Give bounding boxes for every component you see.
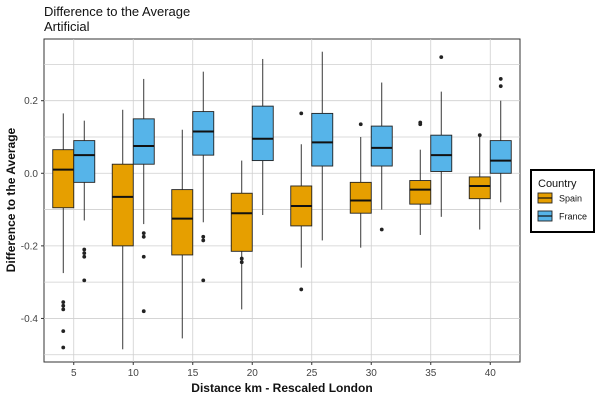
box-body <box>489 140 512 174</box>
outlier-point <box>439 55 444 60</box>
box-france-15 <box>192 71 215 283</box>
box-body <box>192 111 215 156</box>
legend-label-france: France <box>559 212 587 222</box>
outlier-point <box>61 300 66 305</box>
x-axis-title: Distance km - Rescaled London <box>191 381 372 395</box>
outlier-point <box>379 227 384 232</box>
outlier-point <box>299 287 304 292</box>
outlier-point <box>61 303 66 308</box>
box-spain-40 <box>468 133 491 230</box>
outlier-point <box>239 260 244 265</box>
box-body <box>230 192 253 252</box>
outlier-point <box>61 329 66 334</box>
x-tick-label: 40 <box>485 368 497 379</box>
box-body <box>52 149 75 209</box>
y-axis-title: Difference to the Average <box>4 127 18 272</box>
chart-title: Difference to the Average <box>44 4 190 19</box>
box-body <box>111 163 134 247</box>
outlier-point <box>141 309 146 314</box>
outlier-point <box>358 122 363 127</box>
box-france-30 <box>370 82 393 232</box>
outlier-point <box>82 251 87 256</box>
y-tick-label: -0.4 <box>21 314 39 325</box>
y-tick-label: 0.0 <box>24 169 38 180</box>
box-spain-25 <box>290 111 313 292</box>
x-tick-label: 5 <box>71 368 77 379</box>
box-france-40 <box>489 77 512 203</box>
box-spain-35 <box>409 120 432 235</box>
box-spain-5 <box>52 113 75 350</box>
outlier-point <box>201 278 206 283</box>
box-body <box>468 176 491 200</box>
outlier-point <box>61 345 66 350</box>
box-body <box>370 125 393 167</box>
outlier-point <box>61 307 66 312</box>
box-spain-15 <box>171 129 194 339</box>
x-tick-label: 20 <box>247 368 259 379</box>
box-spain-10 <box>111 109 134 350</box>
x-tick-label: 30 <box>366 368 378 379</box>
box-body <box>73 140 96 183</box>
outlier-point <box>141 234 146 239</box>
x-tick-label: 10 <box>128 368 140 379</box>
outlier-point <box>498 84 503 89</box>
legend-title: Country <box>538 178 577 190</box>
box-france-20 <box>251 58 274 216</box>
outlier-point <box>498 77 503 81</box>
outlier-point <box>299 111 304 116</box>
box-body <box>430 134 453 172</box>
outlier-point <box>141 254 146 259</box>
box-spain-20 <box>230 160 253 310</box>
outlier-point <box>82 247 87 252</box>
box-layer <box>52 51 512 350</box>
box-france-5 <box>73 120 96 283</box>
box-france-35 <box>430 55 453 217</box>
outlier-point <box>239 256 244 261</box>
x-tick-label: 15 <box>187 368 199 379</box>
legend: Country Spain France <box>530 169 595 233</box>
axis-layer: -0.4 -0.2 0.0 0.2 5 10 15 20 25 30 35 40 <box>21 96 496 379</box>
outlier-point <box>201 234 206 239</box>
box-body <box>349 181 372 214</box>
box-body <box>251 105 274 162</box>
outlier-point <box>477 133 482 138</box>
outlier-point <box>82 254 87 259</box>
box-body <box>409 180 432 205</box>
outlier-point <box>82 278 87 283</box>
box-body <box>132 118 155 165</box>
chart-subtitle: Artificial <box>44 19 90 34</box>
box-france-10 <box>132 78 155 314</box>
y-tick-label: 0.2 <box>24 96 38 107</box>
x-tick-label: 35 <box>425 368 437 379</box>
x-tick-label: 25 <box>306 368 318 379</box>
y-tick-label: -0.2 <box>21 241 39 252</box>
legend-items: Spain France <box>537 192 587 222</box>
box-body <box>311 112 334 167</box>
box-body <box>171 189 194 256</box>
outlier-point <box>141 231 146 236</box>
outlier-point <box>418 120 423 125</box>
box-spain-30 <box>349 122 372 248</box>
outlier-point <box>201 238 206 243</box>
box-france-25 <box>311 51 334 241</box>
legend-label-spain: Spain <box>559 194 582 204</box>
